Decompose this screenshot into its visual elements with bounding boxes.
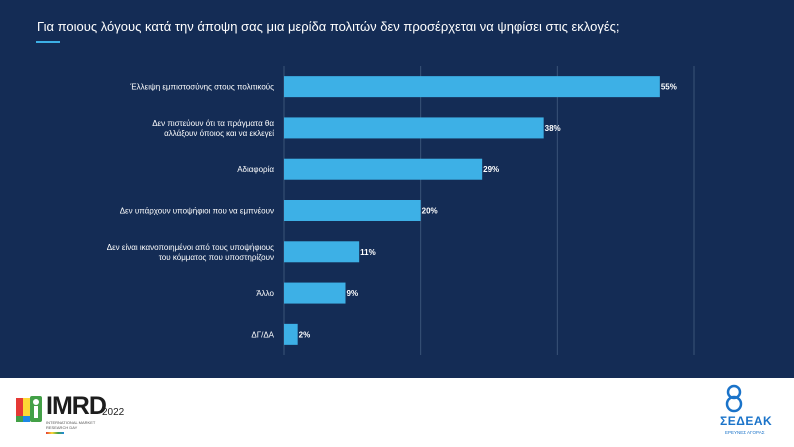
bar	[284, 117, 544, 139]
category-label: Δεν πιστεύουν ότι τα πράγματα θα	[152, 119, 274, 128]
data-label: 38%	[545, 124, 561, 133]
bar	[284, 282, 346, 304]
bar	[284, 76, 660, 98]
sedeak-subtitle: ΕΡΕΥΝΕΣ ΑΓΟΡΑΣ	[725, 430, 765, 435]
imrd-subtitle: INTERNATIONAL MARKET RESEARCH DAY	[46, 420, 96, 430]
category-label: Έλλειψη εμπιστοσύνης στους πολιτικούς	[129, 83, 274, 92]
category-label: ΔΓ/ΔΑ	[251, 330, 274, 339]
data-label: 9%	[347, 289, 359, 298]
category-label: του κόμματος που υποστηρίζουν	[159, 253, 274, 262]
imrd-logo-text: IMRD	[46, 392, 107, 420]
category-label: Δεν είναι ικανοποιημένοι από τους υποψήφ…	[107, 243, 274, 252]
bar	[284, 241, 360, 263]
sedeak-logo-icon	[725, 384, 743, 413]
data-label: 20%	[422, 207, 438, 216]
category-label: Αδιαφορία	[237, 165, 274, 174]
data-label: 29%	[483, 165, 499, 174]
slide-background	[0, 0, 794, 378]
imrd-year: 2022	[102, 407, 125, 418]
imrd-logo-icon	[16, 396, 42, 422]
category-label: αλλάξουν όποιος και να εκλεγεί	[164, 129, 274, 138]
data-label: 11%	[360, 248, 376, 257]
bar	[284, 158, 483, 180]
sedeak-logo-text: ΣΕΔΕΑΚ	[720, 414, 773, 428]
category-label: Δεν υπάρχουν υποψήφιοι που να εμπνέουν	[120, 207, 274, 216]
data-label: 55%	[661, 83, 677, 92]
title-underline	[36, 41, 60, 43]
footer	[0, 378, 794, 447]
page-title: Για ποιους λόγους κατά την άποψη σας μια…	[37, 19, 620, 34]
data-label: 2%	[299, 330, 311, 339]
category-label: Άλλο	[256, 289, 274, 298]
bar	[284, 323, 298, 345]
imrd-colorbar	[46, 432, 64, 434]
bar	[284, 200, 421, 221]
bar-chart: 55% Έλλειψη εμπιστοσύνης στους πολιτικούς…	[107, 66, 695, 355]
